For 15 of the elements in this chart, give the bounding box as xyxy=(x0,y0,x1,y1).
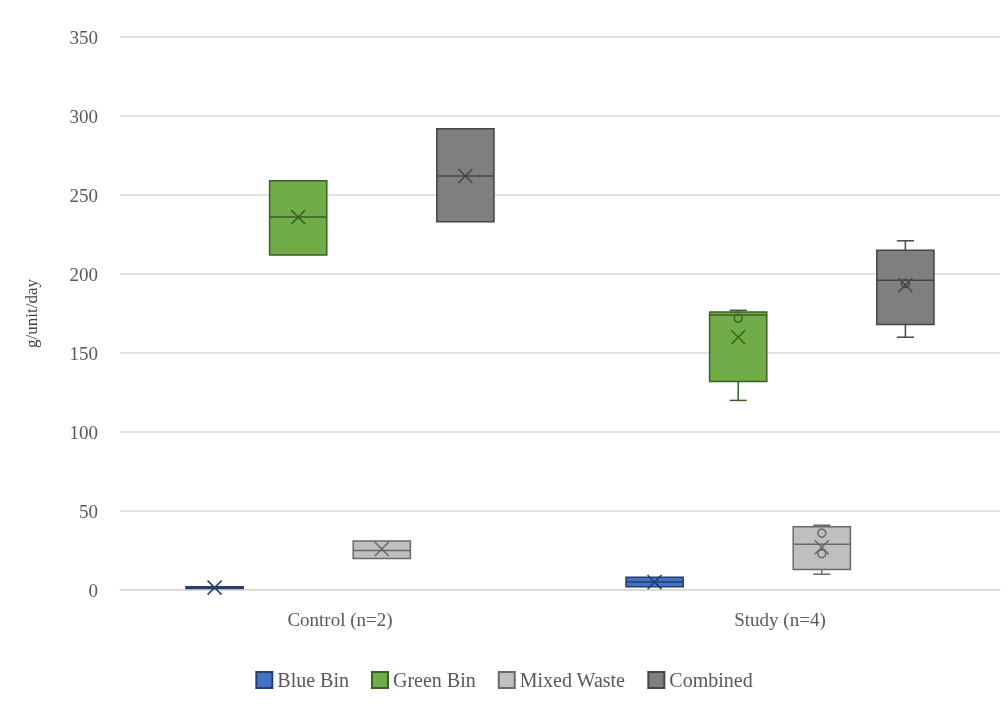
legend-label: Blue Bin xyxy=(277,669,349,691)
y-tick-label: 150 xyxy=(69,342,98,364)
x-tick-label: Study (n=4) xyxy=(734,609,826,631)
y-tick-label: 250 xyxy=(69,184,98,206)
y-tick-label: 0 xyxy=(88,579,98,601)
legend-label: Green Bin xyxy=(393,669,476,691)
y-tick-label: 300 xyxy=(69,105,98,127)
x-tick-label: Control (n=2) xyxy=(287,609,393,631)
y-axis-title: g/unit/day xyxy=(22,278,41,348)
legend-label: Mixed Waste xyxy=(519,669,626,691)
y-tick-label: 50 xyxy=(79,500,98,522)
legend-label: Combined xyxy=(669,669,753,691)
y-tick-label: 100 xyxy=(69,421,98,443)
y-tick-label: 350 xyxy=(69,26,98,48)
y-tick-label: 200 xyxy=(69,263,98,285)
